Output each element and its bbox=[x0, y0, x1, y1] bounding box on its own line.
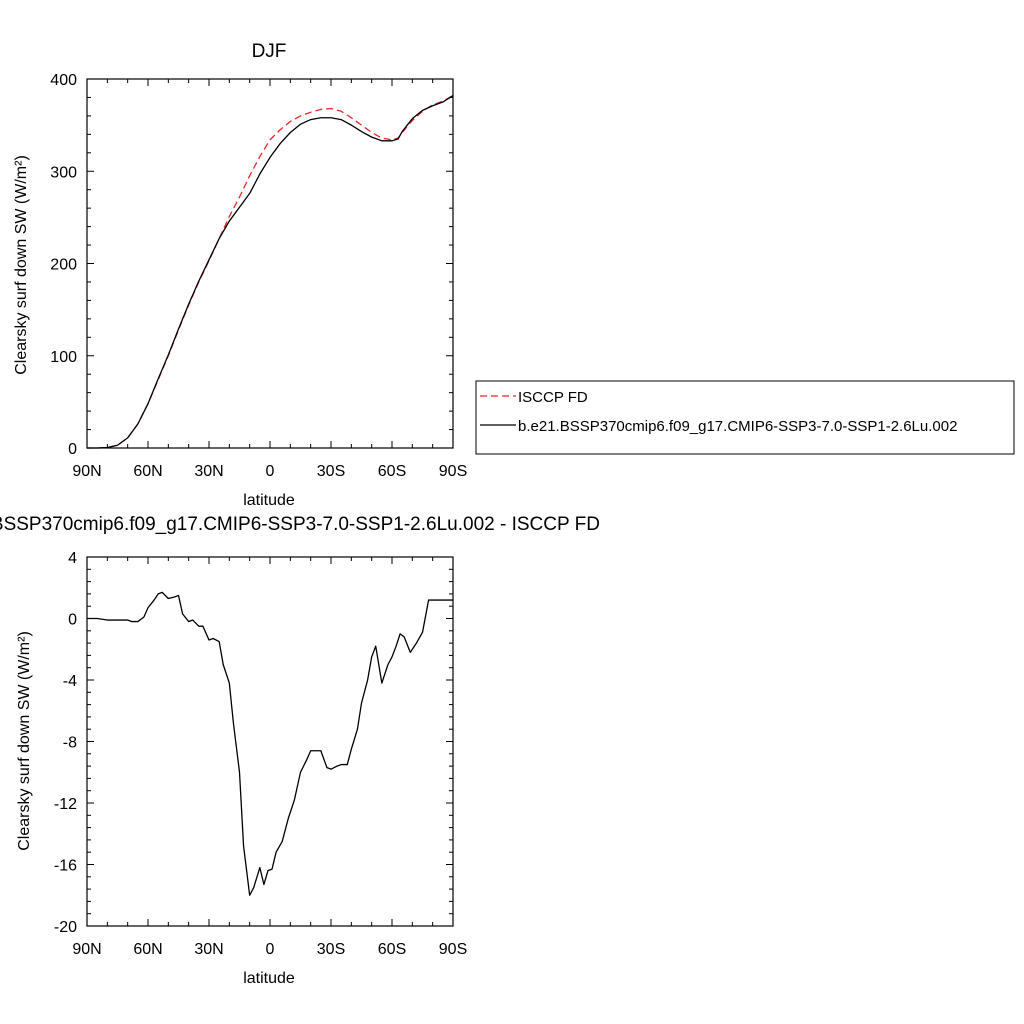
bottom-y-tick-label: -20 bbox=[54, 919, 77, 936]
legend-label-model: b.e21.BSSP370cmip6.f09_g17.CMIP6-SSP3-7.… bbox=[518, 418, 957, 435]
top-x-axis-label: latitude bbox=[243, 492, 295, 509]
bottom-y-tick-label: 0 bbox=[68, 612, 77, 629]
top-plot-frame bbox=[86, 78, 454, 449]
bottom-series-line-0 bbox=[87, 591, 453, 896]
top-series-line-1 bbox=[87, 95, 454, 449]
bottom-y-tick-label: -16 bbox=[54, 858, 77, 875]
bottom-x-tick-label: 90N bbox=[72, 941, 101, 958]
top-x-tick-label: 30N bbox=[194, 463, 223, 480]
bottom-y-tick-label: -4 bbox=[63, 673, 77, 690]
top-x-tick-label: 90N bbox=[72, 463, 101, 480]
bottom-y-axis-label: Clearsky surf down SW (W/m²) bbox=[16, 631, 33, 851]
bottom-x-tick-label: 0 bbox=[266, 941, 275, 958]
bottom-chart-title: b.e21.BSSP370cmip6.f09_g17.CMIP6-SSP3-7.… bbox=[0, 514, 600, 535]
top-x-tick-label: 60S bbox=[378, 463, 406, 480]
top-y-tick-label: 0 bbox=[68, 441, 77, 458]
top-y-tick-label: 200 bbox=[50, 257, 77, 274]
bottom-x-tick-label: 90S bbox=[439, 941, 467, 958]
bottom-plot-area: 90N 60N 30N 0 30S 60S 90S -20 -16 -12 -8 -4 0 4 bbox=[54, 550, 467, 958]
bottom-x-tick-label: 60N bbox=[133, 941, 162, 958]
top-y-axis-label: Clearsky surf down SW (W/m²) bbox=[13, 155, 30, 375]
bottom-y-tick-label: -8 bbox=[63, 735, 77, 752]
top-x-tick-label: 90S bbox=[439, 463, 467, 480]
top-y-tick-label: 100 bbox=[50, 349, 77, 366]
bottom-x-tick-label: 30N bbox=[194, 941, 223, 958]
top-panel: DJF 90N 60N 30N 0 30S 60S 90S 0 100 200 300 400 lat… bbox=[13, 41, 1015, 509]
top-plot-area: 90N 60N 30N 0 30S 60S 90S 0 100 200 300 400 bbox=[50, 72, 467, 480]
top-y-tick-label: 300 bbox=[50, 164, 77, 181]
legend-label-isccp: ISCCP FD bbox=[518, 389, 588, 406]
top-x-tick-label: 0 bbox=[266, 463, 275, 480]
top-series-line-0 bbox=[87, 95, 454, 449]
bottom-x-tick-label: 60S bbox=[378, 941, 406, 958]
bottom-panel: b.e21.BSSP370cmip6.f09_g17.CMIP6-SSP3-7.… bbox=[0, 514, 600, 987]
top-chart-title: DJF bbox=[252, 41, 287, 62]
top-x-tick-label: 30S bbox=[317, 463, 345, 480]
bottom-plot-frame bbox=[86, 556, 454, 927]
bottom-x-axis-label: latitude bbox=[243, 970, 295, 987]
legend-box bbox=[475, 380, 1015, 455]
bottom-y-tick-label: 4 bbox=[68, 550, 77, 567]
bottom-y-tick-label: -12 bbox=[54, 796, 77, 813]
legend: ISCCP FD b.e21.BSSP370cmip6.f09_g17.CMIP… bbox=[475, 380, 1015, 455]
top-y-tick-label: 400 bbox=[50, 72, 77, 89]
top-x-tick-label: 60N bbox=[133, 463, 162, 480]
bottom-x-tick-label: 30S bbox=[317, 941, 345, 958]
